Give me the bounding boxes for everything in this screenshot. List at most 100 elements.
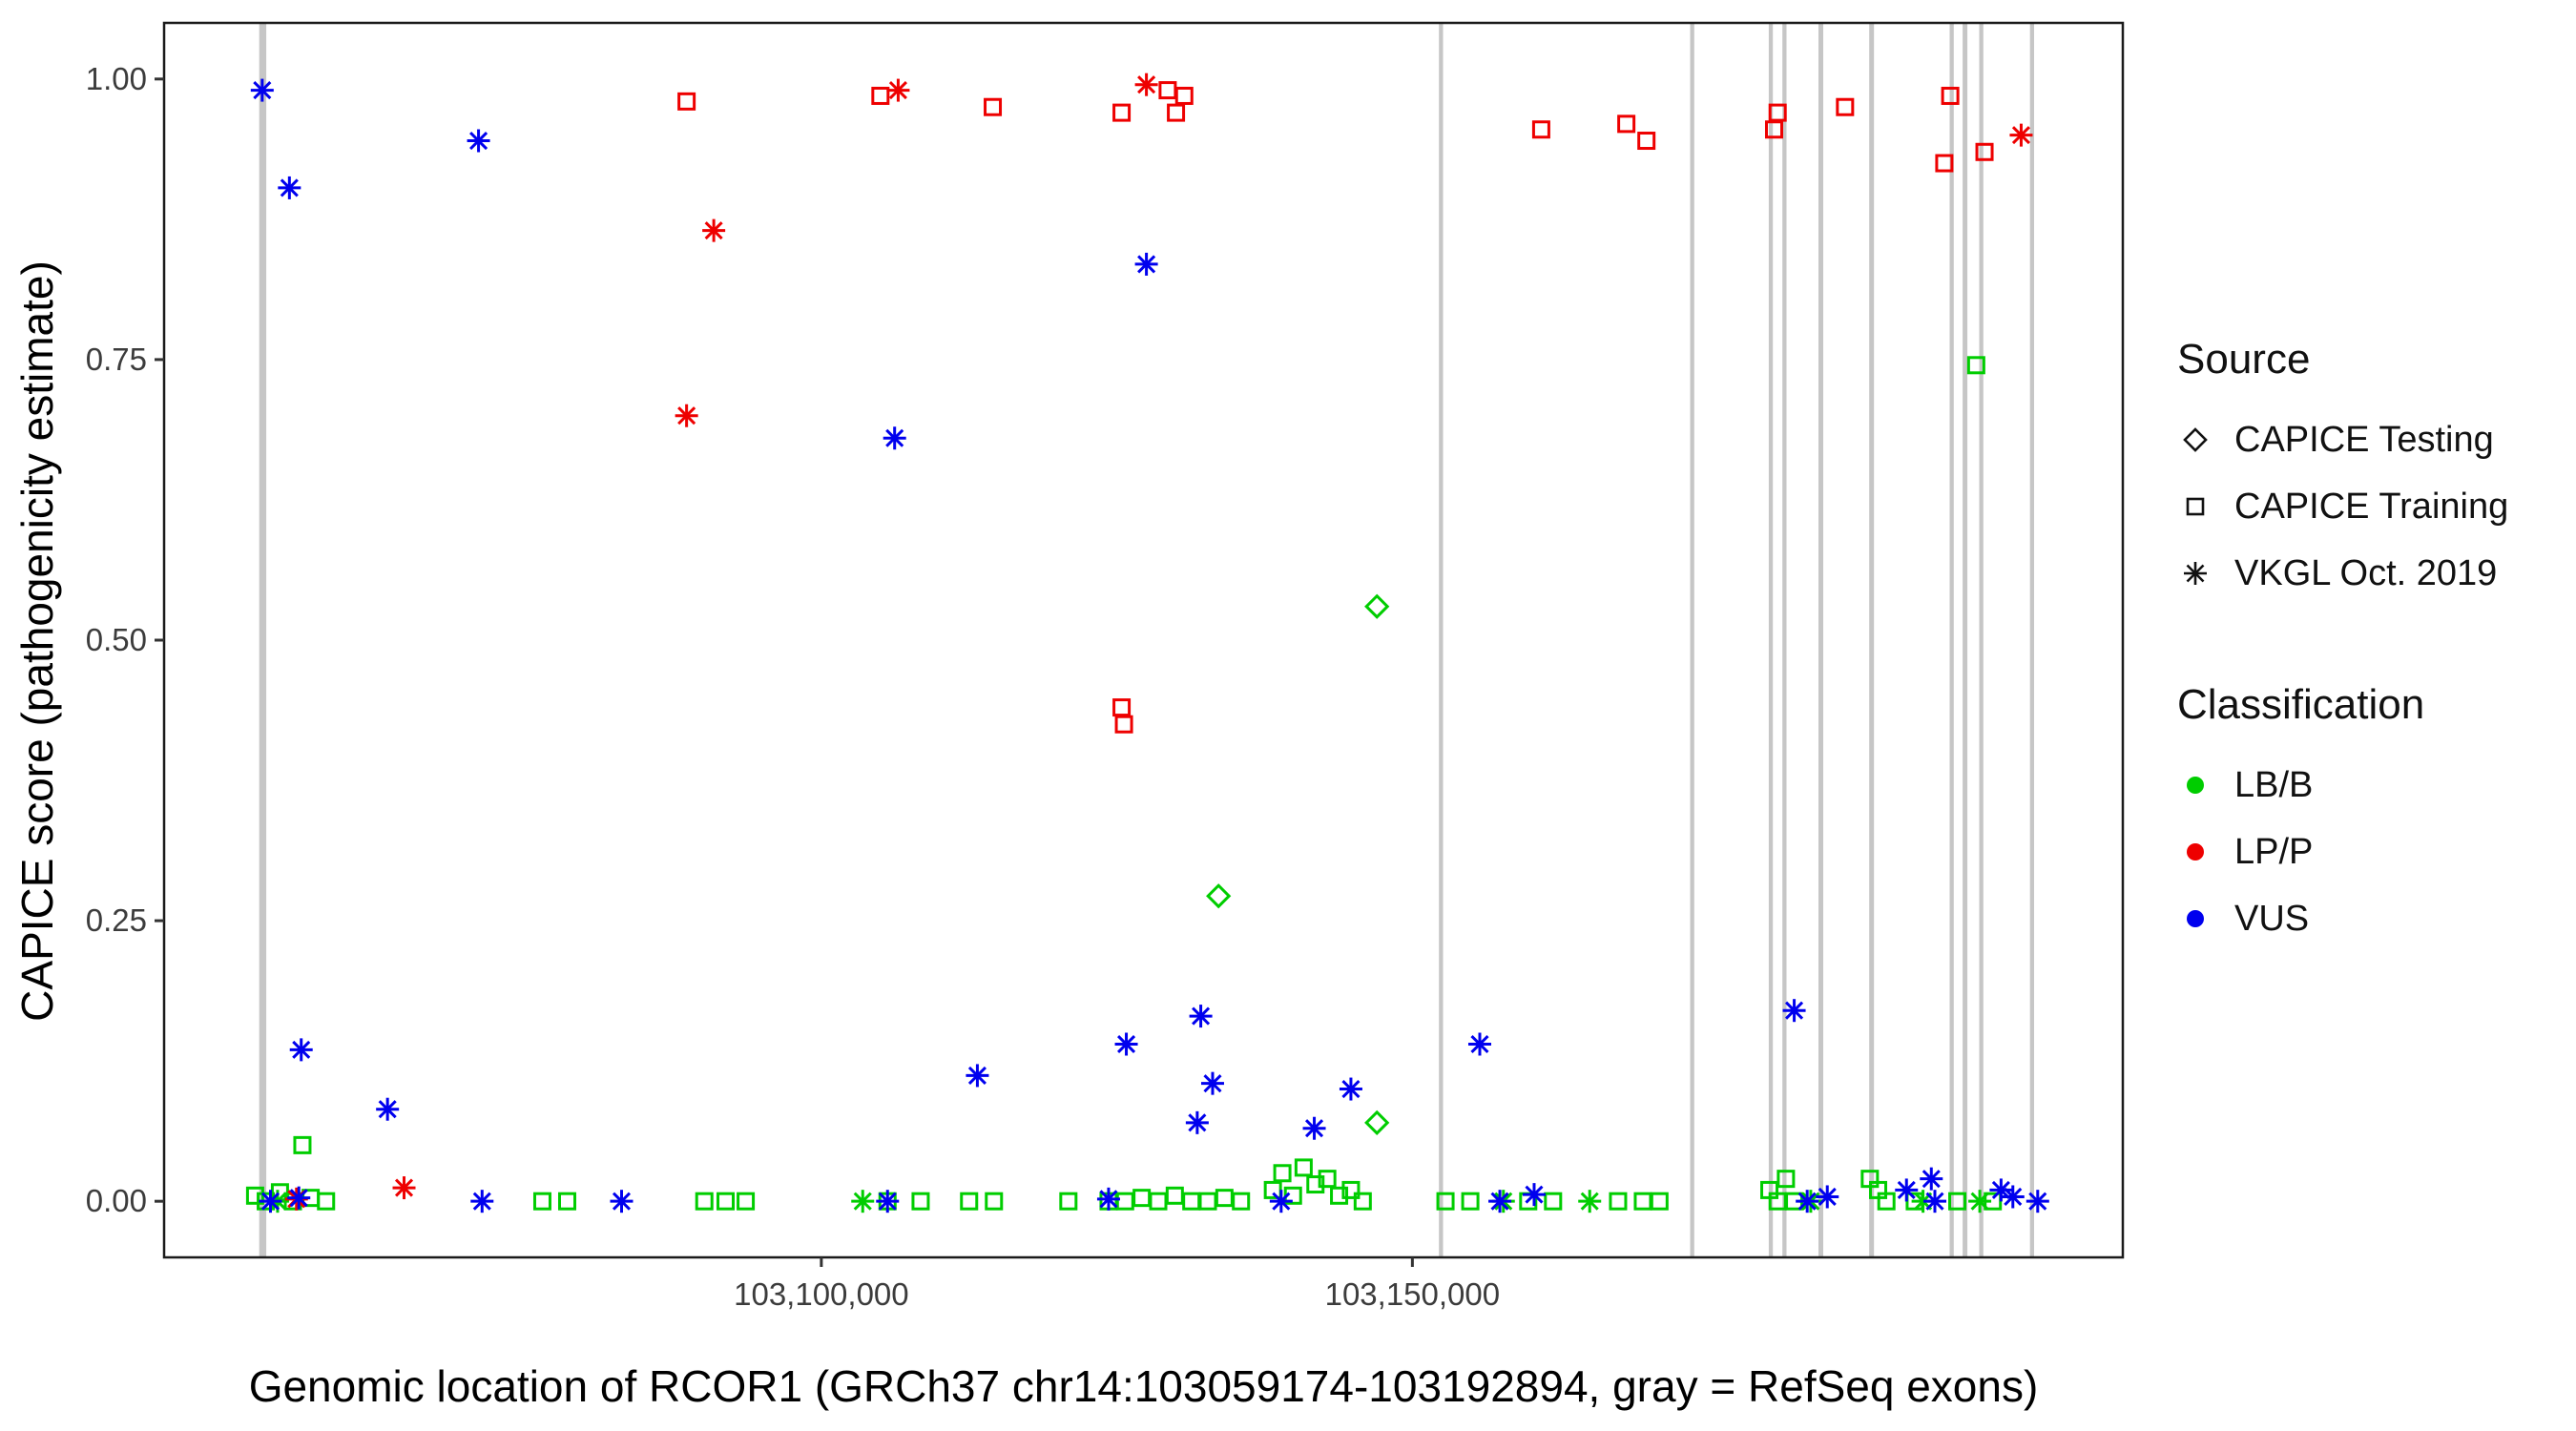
data-point-square bbox=[1198, 1192, 1217, 1211]
data-point-asterisk bbox=[1096, 1187, 1120, 1211]
data-point-asterisk bbox=[1895, 1178, 1919, 1202]
refseq-exon-band bbox=[1818, 23, 1823, 1257]
data-point-asterisk bbox=[2025, 1190, 2049, 1213]
data-point-asterisk bbox=[1467, 1032, 1491, 1056]
data-point-square bbox=[1318, 1170, 1337, 1189]
legend-source-title: Source bbox=[2177, 336, 2311, 383]
data-point-asterisk bbox=[1339, 1077, 1362, 1101]
data-point-square bbox=[1132, 1189, 1152, 1208]
legend-item-vus: VUS bbox=[2177, 885, 2508, 952]
data-point-square bbox=[1353, 1192, 1372, 1211]
data-point-square bbox=[1637, 132, 1656, 151]
panel-border bbox=[162, 21, 2125, 1259]
red-dot-icon bbox=[2187, 843, 2204, 861]
data-point-asterisk bbox=[1200, 1071, 1224, 1095]
data-point-square bbox=[717, 1192, 736, 1211]
data-point-asterisk bbox=[289, 1038, 313, 1062]
data-point-square bbox=[1182, 1192, 1201, 1211]
data-point-square bbox=[1531, 120, 1550, 139]
data-point-square bbox=[737, 1192, 756, 1211]
data-point-diamond bbox=[1206, 883, 1232, 909]
data-point-asterisk bbox=[1920, 1167, 1943, 1191]
data-point-square bbox=[1330, 1186, 1349, 1205]
data-point-square bbox=[1633, 1192, 1652, 1211]
data-point-square bbox=[1306, 1175, 1325, 1194]
y-tick-label: 0.25 bbox=[85, 902, 147, 939]
data-point-asterisk bbox=[287, 1186, 311, 1210]
refseq-exon-band bbox=[1963, 23, 1968, 1257]
data-point-asterisk bbox=[467, 129, 490, 153]
refseq-exon-band bbox=[1869, 23, 1875, 1257]
data-point-asterisk bbox=[883, 426, 906, 450]
data-point-square bbox=[557, 1192, 576, 1211]
legend-item-label: LP/P bbox=[2234, 831, 2314, 872]
refseq-exon-band bbox=[1439, 23, 1444, 1257]
data-point-square bbox=[911, 1192, 930, 1211]
refseq-exon-band bbox=[1782, 23, 1787, 1257]
square-icon bbox=[2186, 497, 2205, 516]
green-dot-icon bbox=[2187, 777, 2204, 794]
data-point-asterisk bbox=[259, 1190, 282, 1213]
data-point-asterisk bbox=[1114, 1032, 1138, 1056]
legend-item-vkgl: VKGL Oct. 2019 bbox=[2177, 540, 2508, 607]
data-point-square bbox=[1158, 81, 1177, 100]
data-point-square bbox=[1966, 356, 1985, 375]
data-point-asterisk bbox=[876, 1190, 900, 1213]
data-point-square bbox=[1112, 698, 1132, 717]
data-point-square bbox=[1215, 1189, 1234, 1208]
refseq-exon-band bbox=[259, 23, 267, 1257]
data-point-square bbox=[245, 1186, 264, 1205]
data-point-asterisk bbox=[702, 218, 726, 242]
data-point-square bbox=[1115, 1192, 1134, 1211]
data-point-square bbox=[984, 97, 1003, 116]
data-point-square bbox=[293, 1135, 312, 1154]
legend-item-label: CAPICE Testing bbox=[2234, 419, 2494, 460]
x-tick-label: 103,150,000 bbox=[1324, 1276, 1501, 1312]
data-point-asterisk bbox=[376, 1097, 400, 1121]
y-tick-label: 0.00 bbox=[85, 1183, 147, 1219]
data-point-asterisk bbox=[278, 176, 301, 199]
data-point-asterisk bbox=[1816, 1185, 1839, 1209]
data-point-asterisk bbox=[1782, 999, 1806, 1023]
data-point-square bbox=[1609, 1192, 1628, 1211]
data-point-square bbox=[985, 1192, 1004, 1211]
data-point-square bbox=[695, 1192, 714, 1211]
data-point-asterisk bbox=[1522, 1183, 1546, 1207]
data-point-square bbox=[1294, 1158, 1313, 1177]
data-point-square bbox=[1544, 1192, 1563, 1211]
x-axis-title: Genomic location of RCOR1 (GRCh37 chr14:… bbox=[248, 1361, 2039, 1411]
legend-item-lpp: LP/P bbox=[2177, 819, 2508, 885]
y-tick-label: 0.75 bbox=[85, 341, 147, 377]
data-point-square bbox=[1650, 1192, 1669, 1211]
data-point-asterisk bbox=[610, 1190, 634, 1213]
data-point-square bbox=[317, 1192, 336, 1211]
refseq-exon-band bbox=[1690, 23, 1694, 1257]
data-point-square bbox=[677, 92, 696, 111]
legend-item-capice-training: CAPICE Training bbox=[2177, 473, 2508, 540]
legend-item-label: LB/B bbox=[2234, 764, 2314, 805]
legend-spacer bbox=[2177, 607, 2508, 681]
y-tick-label: 1.00 bbox=[85, 60, 147, 96]
legend-classification-title: Classification bbox=[2177, 681, 2425, 728]
legend-item-capice-testing: CAPICE Testing bbox=[2177, 406, 2508, 473]
data-point-square bbox=[1341, 1180, 1361, 1199]
data-point-asterisk bbox=[1488, 1190, 1512, 1213]
data-point-square bbox=[1174, 86, 1194, 105]
legend-item-lbb: LB/B bbox=[2177, 752, 2508, 819]
data-point-square bbox=[1768, 103, 1787, 122]
data-point-square bbox=[1112, 103, 1132, 122]
data-point-asterisk bbox=[1302, 1116, 1326, 1140]
data-point-square bbox=[1273, 1164, 1292, 1183]
y-tick-label: 0.50 bbox=[85, 622, 147, 657]
data-point-diamond bbox=[1364, 1110, 1390, 1135]
data-point-asterisk bbox=[1796, 1190, 1819, 1213]
data-point-asterisk bbox=[1185, 1110, 1209, 1134]
data-point-asterisk bbox=[250, 78, 274, 102]
diamond-icon bbox=[2183, 427, 2208, 452]
data-point-square bbox=[960, 1192, 979, 1211]
asterisk-icon bbox=[2184, 562, 2207, 585]
data-point-square bbox=[1059, 1192, 1078, 1211]
data-point-asterisk bbox=[1134, 252, 1158, 276]
data-point-asterisk bbox=[675, 404, 698, 427]
